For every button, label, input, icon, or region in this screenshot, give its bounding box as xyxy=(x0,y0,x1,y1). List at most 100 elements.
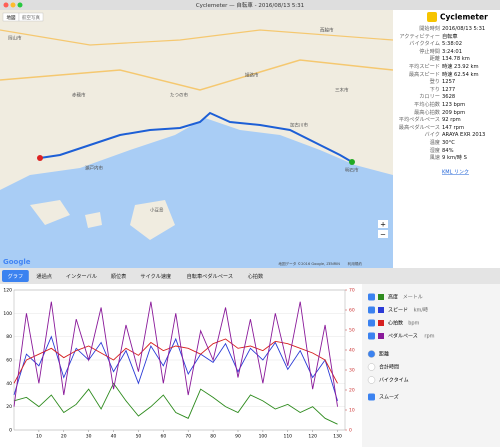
legend-unit: rpm xyxy=(424,334,434,340)
summary-row: カロリー 3628 xyxy=(393,94,500,102)
legend-checkbox[interactable] xyxy=(368,293,375,301)
summary-value: 209 bpm xyxy=(442,109,466,116)
tab[interactable] xyxy=(134,270,178,282)
x-tick-label: 90 xyxy=(235,434,241,440)
legend-label: スピード xyxy=(388,308,408,314)
y-tick-label: 40 xyxy=(6,381,12,387)
summary-row: アクティビティー 自転車 xyxy=(393,34,500,42)
map-place-label: 瀬戸内市 xyxy=(85,165,103,172)
tab-label: インターバル xyxy=(66,272,97,280)
summary-label: 平均ペダルペース xyxy=(398,117,440,124)
y-tick-label: 80 xyxy=(6,334,12,340)
map-road xyxy=(0,29,394,46)
map-place-label: 加古川市 xyxy=(290,122,308,129)
legend-label: ペダルペース xyxy=(388,333,418,340)
summary-row: 開始時刻 2016/08/13 5:31 xyxy=(393,26,500,34)
zoom-in-label: + xyxy=(380,221,386,229)
x-tick-label: 70 xyxy=(185,434,191,440)
y2-tick-label: 20 xyxy=(349,388,355,394)
google-logo: Google xyxy=(3,258,31,266)
summary-value: 134.78 km xyxy=(442,56,470,63)
summary-label: アクティビティー xyxy=(399,33,440,40)
summary-label: 最高スピード xyxy=(408,71,440,78)
map-place-label: 三木市 xyxy=(335,87,349,94)
smooth-checkbox[interactable] xyxy=(368,393,375,401)
summary-label: 平均心拍数 xyxy=(414,102,440,108)
summary-value: 9 km/時 S xyxy=(442,155,467,162)
summary-label: 最高ペダルペース xyxy=(398,124,440,131)
radio-button[interactable] xyxy=(367,376,376,384)
summary-label: バイク xyxy=(424,132,440,139)
summary-label: 最高心拍数 xyxy=(414,109,440,116)
summary-row: 風速 9 km/時 S xyxy=(393,155,500,163)
x-tick-label: 50 xyxy=(136,434,142,440)
summary-label: 登り xyxy=(429,79,440,86)
map-type-label: 地図 xyxy=(7,14,16,21)
summary-row: 最高心拍数 209 bpm xyxy=(393,110,500,118)
tab[interactable] xyxy=(59,270,104,282)
tab[interactable] xyxy=(242,270,269,282)
summary-value: 123 bpm xyxy=(442,102,466,108)
y-tick-label: 60 xyxy=(6,358,12,364)
summary-row: 平均心拍数 123 bpm xyxy=(393,102,500,110)
zoom-button[interactable] xyxy=(17,2,23,8)
end-marker xyxy=(349,159,355,165)
tab[interactable] xyxy=(2,270,29,282)
legend-checkbox[interactable] xyxy=(368,306,375,314)
summary-label: 湿度 xyxy=(429,147,440,154)
x-tick-label: 120 xyxy=(308,434,317,440)
legend-panel xyxy=(362,284,500,447)
map-road xyxy=(0,59,394,91)
tab[interactable] xyxy=(30,270,58,282)
tab-label: グラフ xyxy=(8,272,24,280)
summary-label: 開始時刻 xyxy=(419,26,440,32)
summary-row: 距離 134.78 km xyxy=(393,56,500,64)
zoom-in[interactable] xyxy=(378,220,388,228)
legend-unit: メートル xyxy=(403,295,423,301)
y-tick-label: 120 xyxy=(3,288,12,294)
tab[interactable] xyxy=(179,270,240,282)
tab[interactable] xyxy=(105,270,132,282)
minimize-button[interactable] xyxy=(10,2,16,8)
y2-tick-label: 30 xyxy=(349,368,355,374)
summary-label: バイクタイム xyxy=(409,41,440,48)
summary-label: 温度 xyxy=(429,140,440,146)
legend-checkbox[interactable] xyxy=(368,332,375,340)
tab-label: 通過点 xyxy=(36,272,52,280)
zoom-out[interactable] xyxy=(378,230,388,238)
series-line xyxy=(13,338,338,384)
summary-value: 時速 23.92 km xyxy=(442,64,479,70)
zoom-out-label: − xyxy=(380,231,386,239)
radio-button[interactable] xyxy=(367,363,376,371)
x-tick-label: 30 xyxy=(86,434,92,440)
summary-label: 距離 xyxy=(429,56,440,63)
kml-link[interactable]: KML リンク xyxy=(442,170,469,176)
satellite-button[interactable] xyxy=(18,12,44,22)
x-tick-label: 110 xyxy=(283,434,292,440)
map-terms: 利用規約 xyxy=(348,261,363,266)
summary-value: 2016/08/13 5:31 xyxy=(442,26,486,32)
summary-value: 3:24:01 xyxy=(442,48,462,55)
tab-label: 自転車ペダルペース xyxy=(187,272,233,280)
app-name: Cyclemeter xyxy=(440,13,488,22)
radio-label: バイクタイム xyxy=(379,377,409,384)
map-place-label: 西脇市 xyxy=(320,27,334,34)
map-place-label: 明石市 xyxy=(345,167,359,174)
summary-row: 最高ペダルペース 147 rpm xyxy=(393,125,500,133)
radio-button[interactable] xyxy=(367,350,376,358)
summary-row: 停止時間 3:24:01 xyxy=(393,49,500,57)
summary-row: 平均スピード 時速 23.92 km xyxy=(393,64,500,72)
summary-value: 1257 xyxy=(442,79,456,86)
legend-checkbox[interactable] xyxy=(368,319,375,327)
summary-row: 登り 1257 xyxy=(393,79,500,87)
legend-swatch xyxy=(378,333,384,339)
series-line xyxy=(13,382,338,425)
x-tick-label: 40 xyxy=(111,434,117,440)
close-button[interactable] xyxy=(3,2,9,8)
legend-swatch xyxy=(378,307,384,313)
radio-label: 合計時間 xyxy=(379,364,399,371)
summary-panel xyxy=(393,10,500,268)
summary-row: バイクタイム 5:38:02 xyxy=(393,41,500,49)
